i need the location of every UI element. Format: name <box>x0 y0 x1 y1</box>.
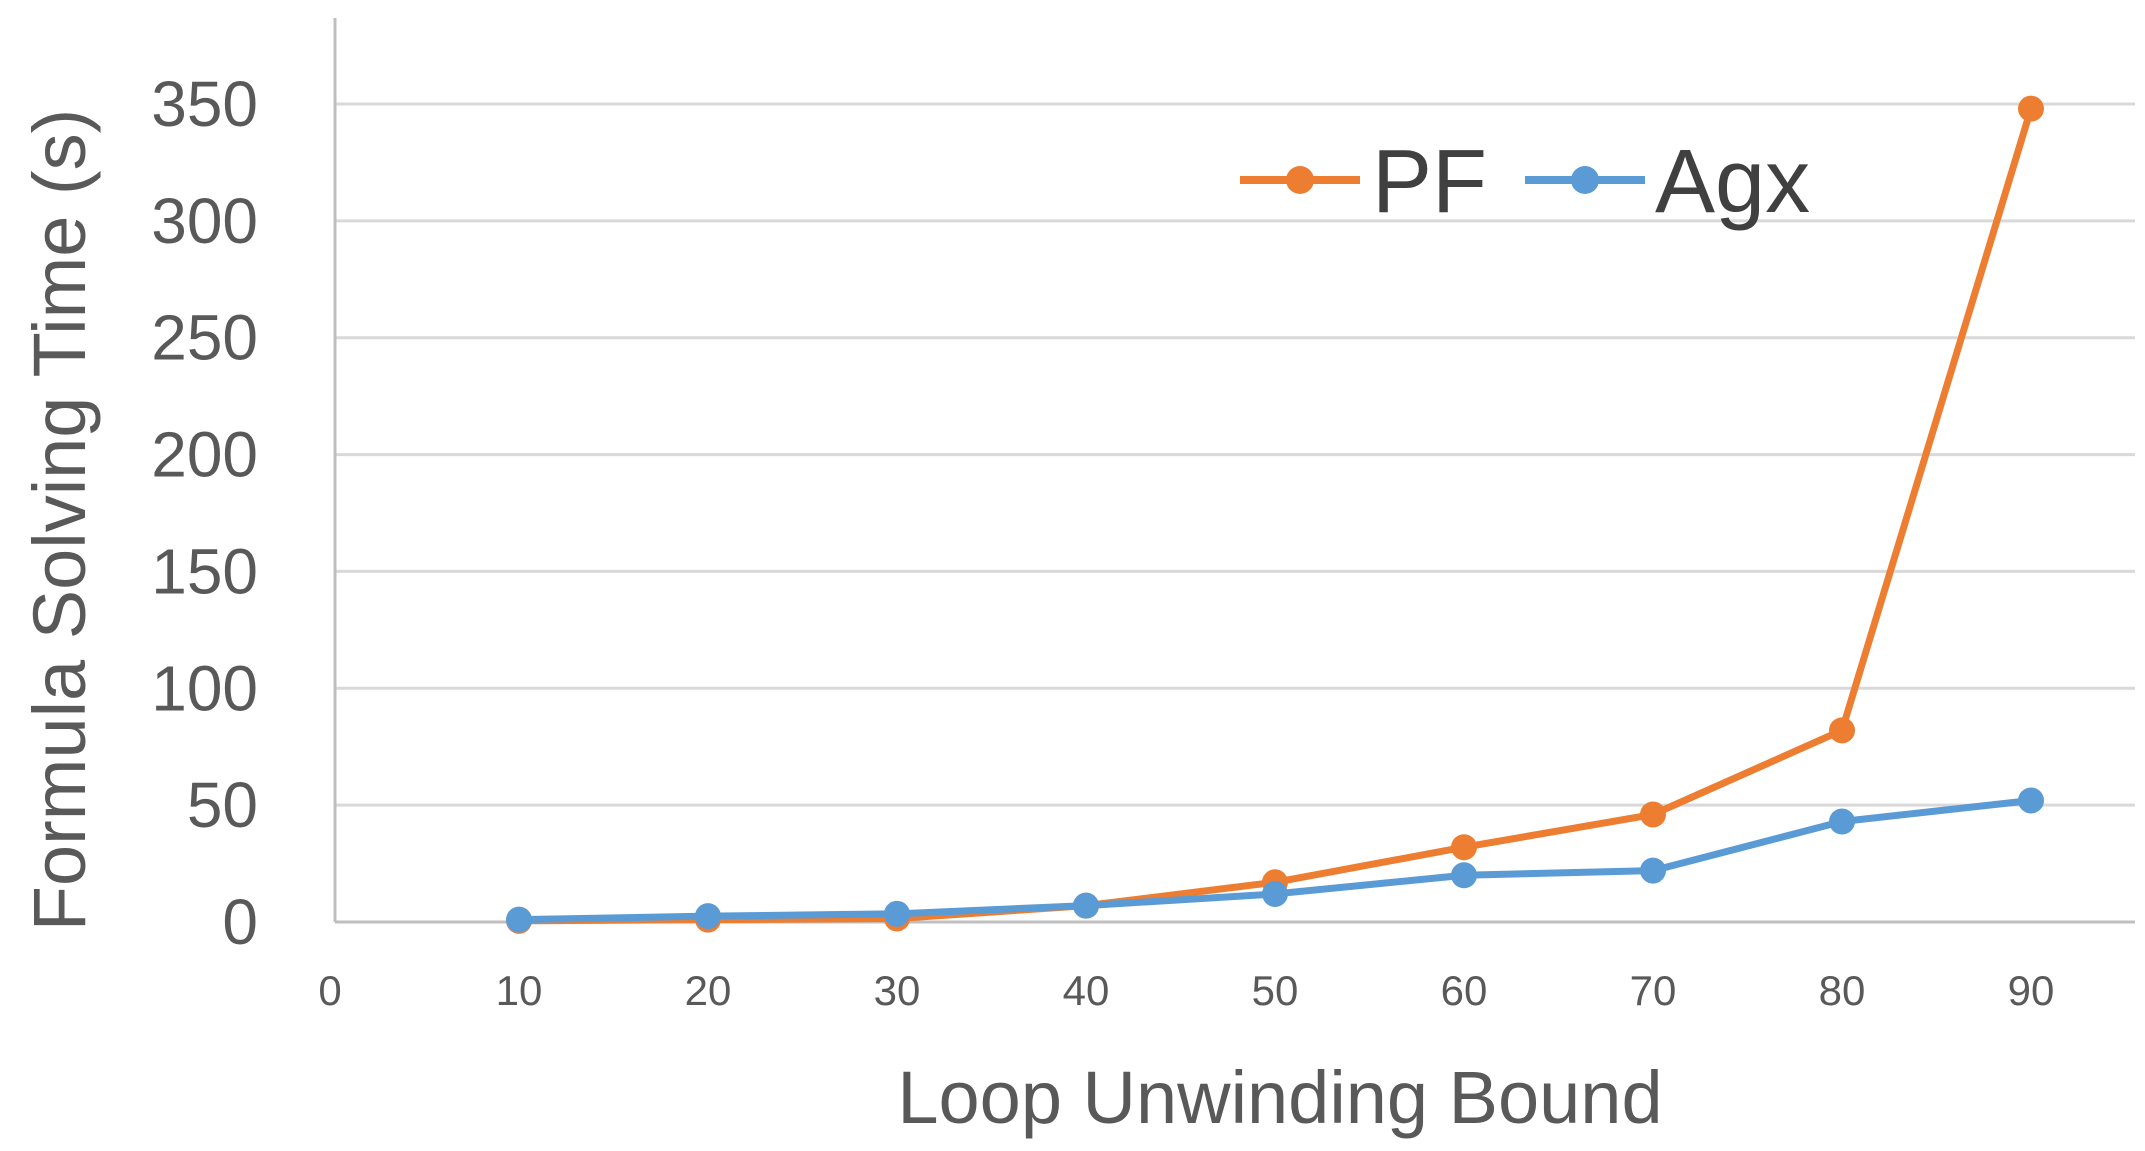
legend-marker-pf <box>1286 166 1314 194</box>
x-tick-label-10: 10 <box>496 967 543 1014</box>
data-point-agx-60 <box>1451 862 1477 889</box>
data-point-agx-90 <box>2018 787 2044 814</box>
x-tick-label-0: 0 <box>318 967 341 1014</box>
data-point-agx-40 <box>1073 892 1099 919</box>
x-tick-label-60: 60 <box>1441 967 1488 1014</box>
data-point-agx-20 <box>695 903 721 930</box>
x-tick-label-30: 30 <box>874 967 921 1014</box>
y-axis-title: Formula Solving Time (s) <box>18 109 101 931</box>
grid-layer <box>335 102 2135 807</box>
x-tick-label-20: 20 <box>685 967 732 1014</box>
data-point-agx-10 <box>506 906 532 933</box>
x-tick-label-40: 40 <box>1063 967 1110 1014</box>
data-point-agx-70 <box>1640 857 1666 884</box>
y-tick-label-350: 350 <box>151 68 258 140</box>
x-tick-label-90: 90 <box>2008 967 2055 1014</box>
x-tick-label-70: 70 <box>1630 967 1677 1014</box>
data-point-pf-80 <box>1829 717 1855 744</box>
x-tick-label-80: 80 <box>1819 967 1866 1014</box>
y-tick-label-50: 50 <box>187 769 258 841</box>
legend-label-pf: PF <box>1372 132 1487 232</box>
y-tick-label-300: 300 <box>151 185 258 257</box>
data-point-agx-80 <box>1829 808 1855 835</box>
legend-marker-agx <box>1571 166 1599 194</box>
data-point-agx-50 <box>1262 880 1288 907</box>
y-tick-label-200: 200 <box>151 419 258 491</box>
y-tick-label-150: 150 <box>151 535 258 607</box>
series-layer <box>506 95 2044 934</box>
data-point-pf-60 <box>1451 834 1477 861</box>
data-point-agx-30 <box>884 900 910 927</box>
data-point-pf-90 <box>2018 95 2044 122</box>
y-tick-label-100: 100 <box>151 652 258 724</box>
data-point-pf-70 <box>1640 801 1666 828</box>
x-tick-label-50: 50 <box>1252 967 1299 1014</box>
y-tick-label-250: 250 <box>151 302 258 374</box>
legend-label-agx: Agx <box>1655 132 1810 232</box>
y-tick-label-0: 0 <box>222 886 258 958</box>
axis-layer: 0 50 100 150 200 250 300 350 0 10 20 30 40 50 60 70 80 90 <box>151 18 2135 1014</box>
x-axis-title: Loop Unwinding Bound <box>897 1056 1662 1139</box>
legend: PF Agx <box>1240 132 1810 232</box>
